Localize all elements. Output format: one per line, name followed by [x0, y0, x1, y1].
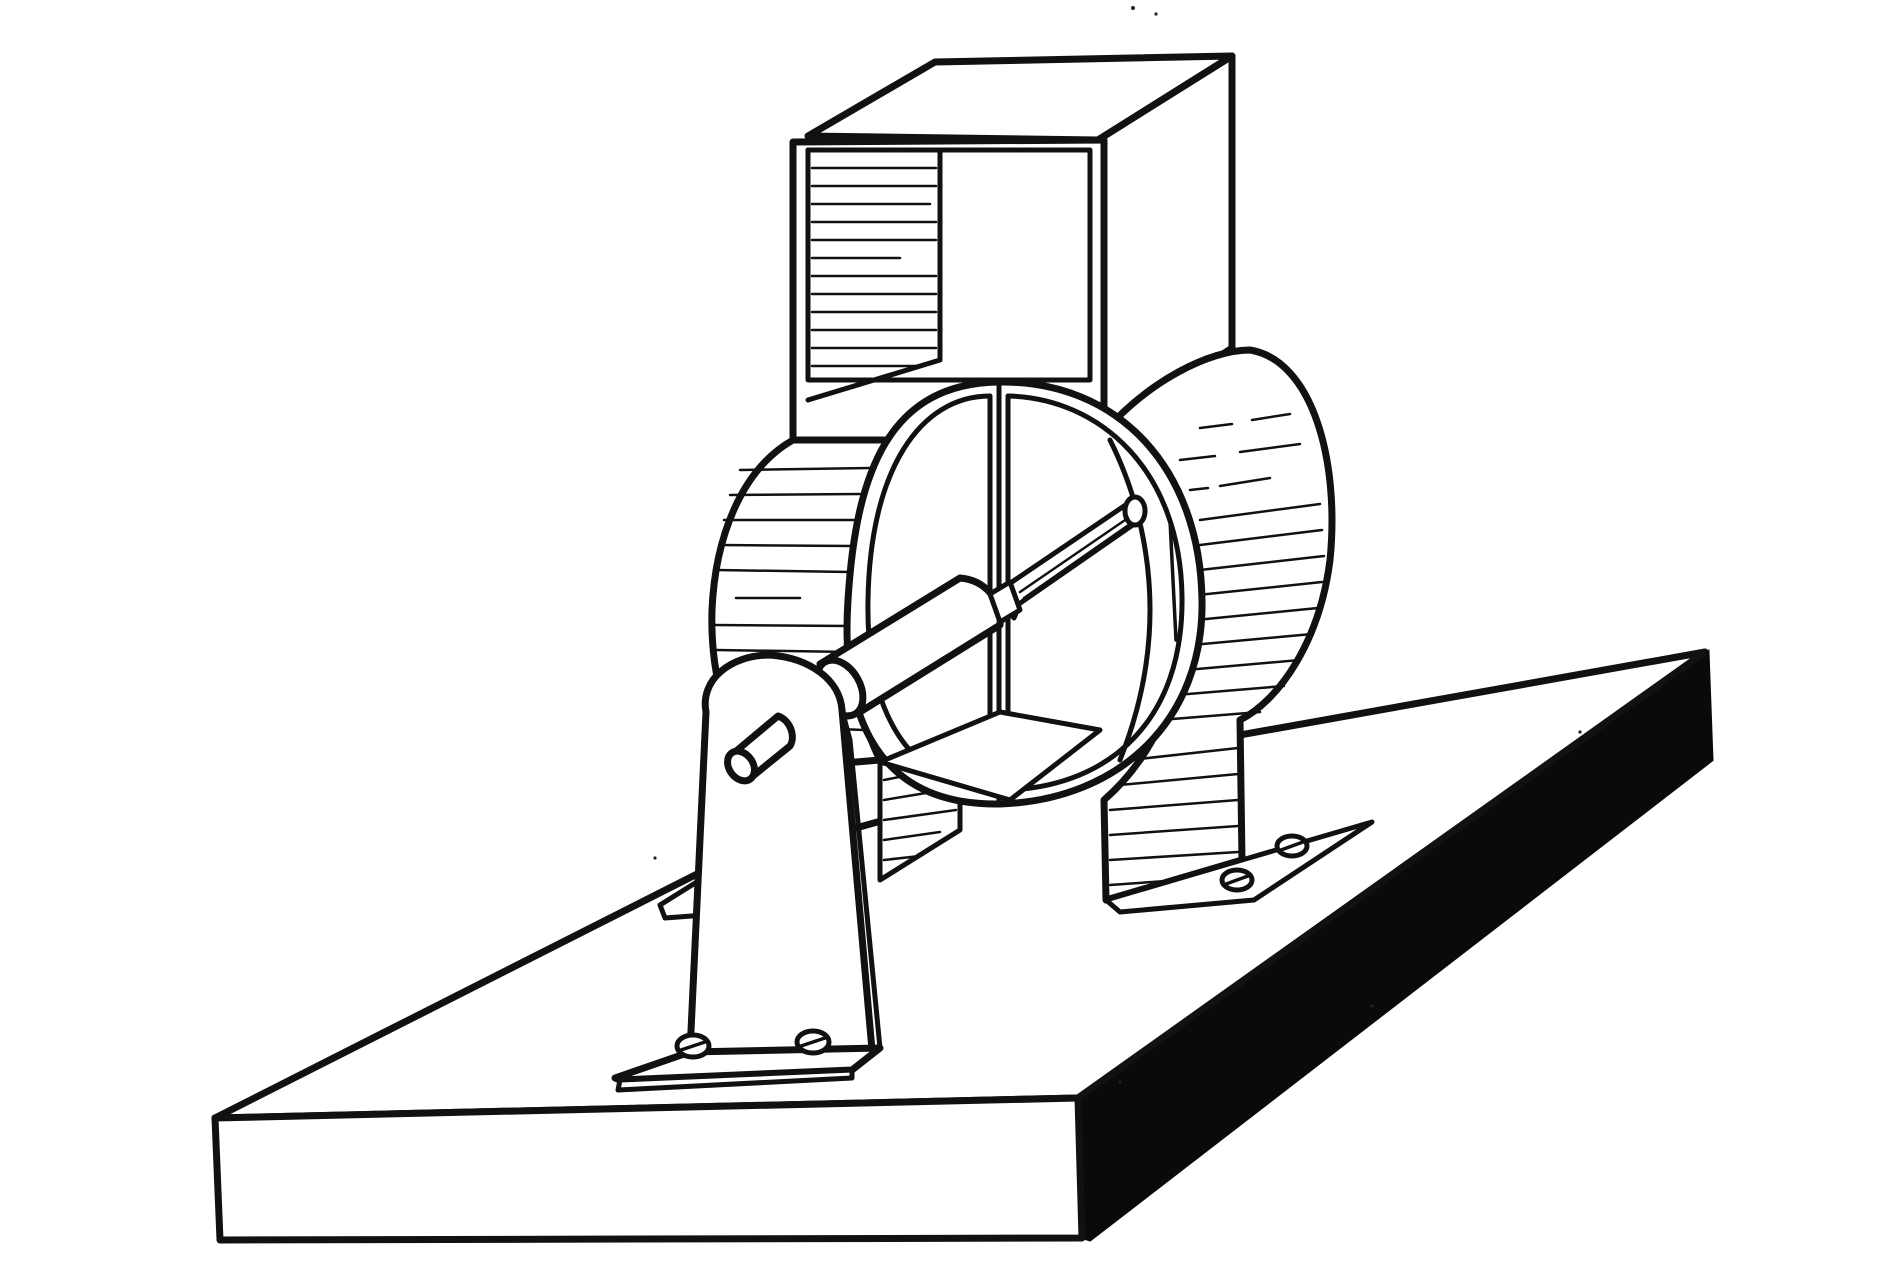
screw-heads-right — [1219, 833, 1310, 893]
yoke-window — [805, 147, 1093, 383]
screw-heads-left — [674, 1028, 832, 1060]
mounting-bracket-right — [1103, 819, 1375, 915]
print-specks — [653, 6, 1582, 1084]
shaft-collar — [987, 579, 1023, 625]
pole-face-edge — [1168, 518, 1178, 642]
shaft-rear-end — [1122, 494, 1148, 528]
pedestal-edge — [839, 707, 883, 1051]
yoke-hatching — [810, 166, 938, 368]
bearing-pedestal — [611, 651, 884, 1093]
armature-segment-right — [1005, 393, 1185, 793]
housing-right-hatching — [1108, 412, 1326, 887]
yoke-left-limb — [805, 147, 943, 403]
pole-face — [1107, 437, 1153, 763]
baseboard — [211, 648, 1714, 1244]
armature-lower-shoe — [877, 709, 1103, 803]
shaft-stub-end — [724, 747, 758, 785]
pedestal-foot-front — [615, 1067, 855, 1093]
baseboard-front-face — [211, 1094, 1086, 1244]
magnet-yoke — [789, 52, 1236, 444]
